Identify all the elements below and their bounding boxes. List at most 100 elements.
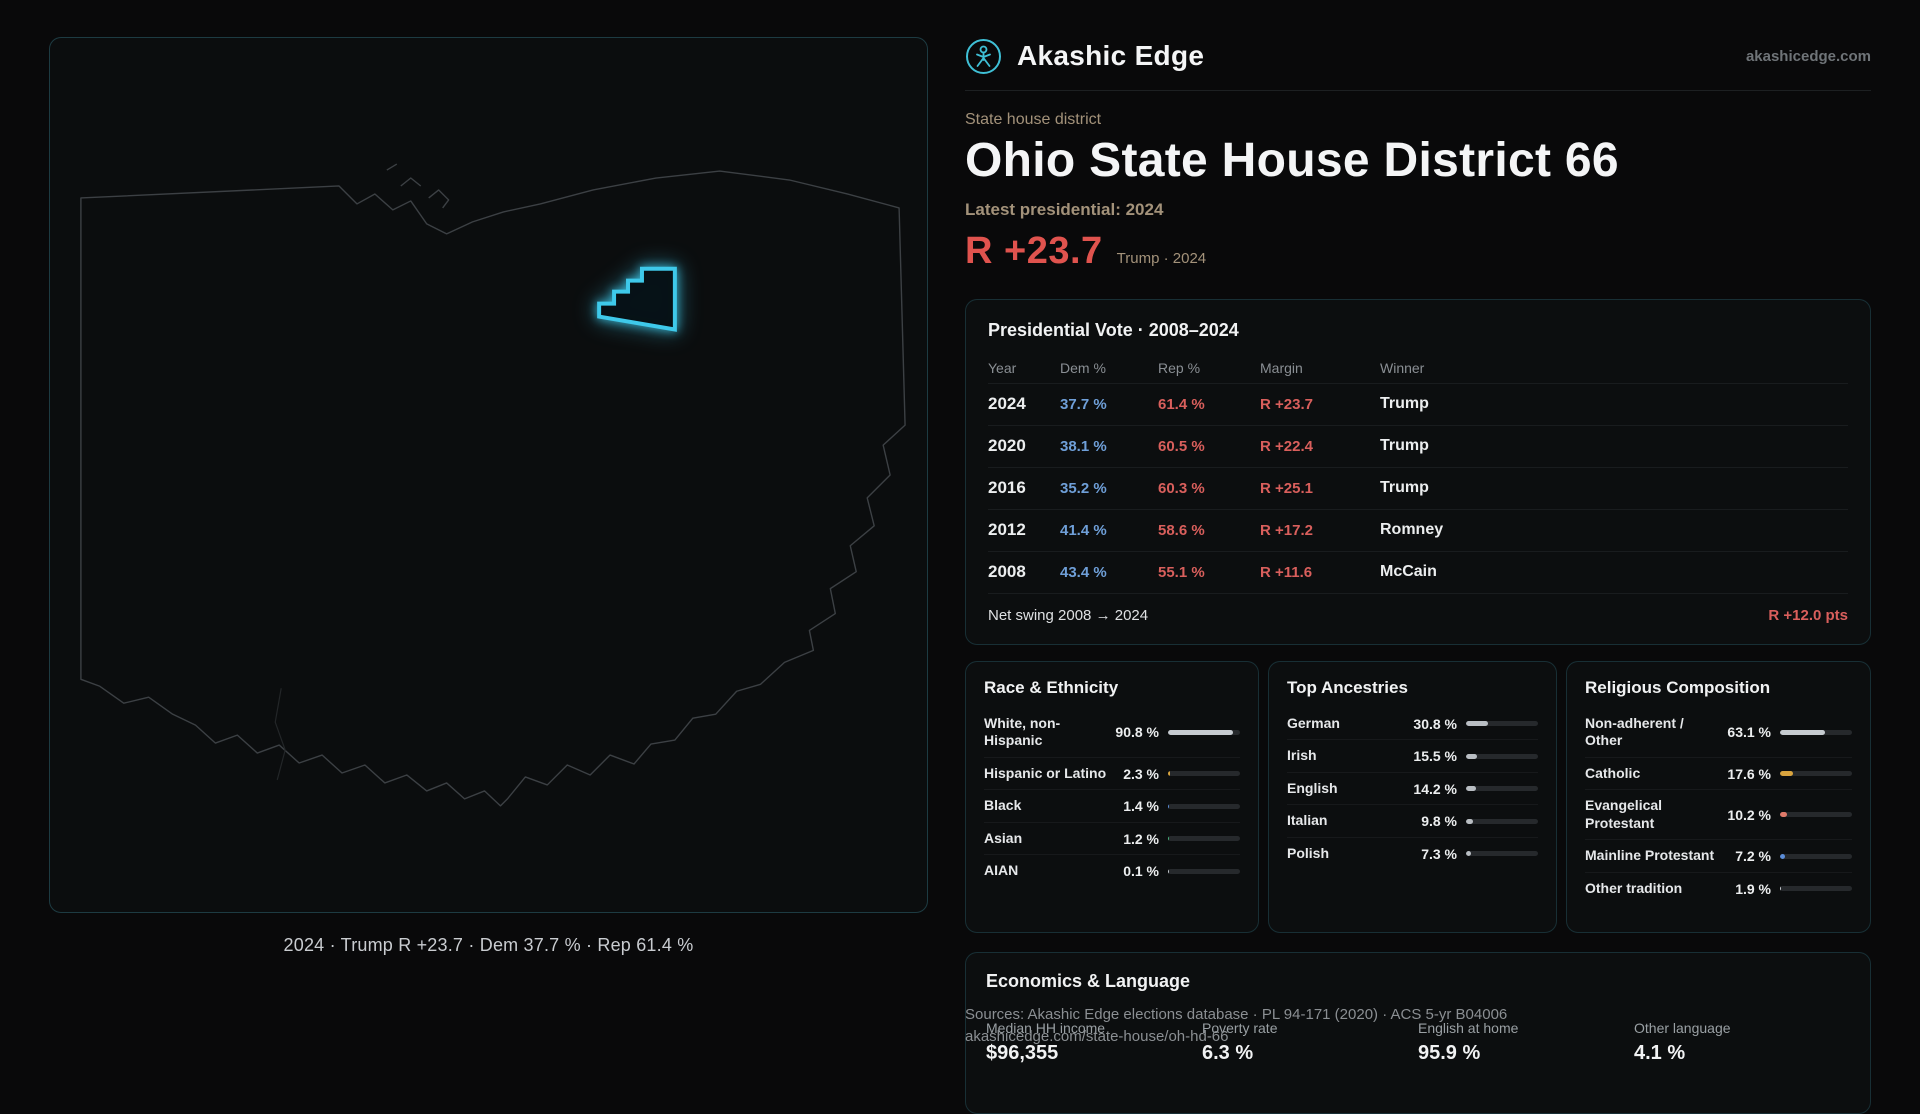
list-item: English 14.2 % xyxy=(1287,773,1538,806)
list-item: Black 1.4 % xyxy=(984,790,1240,823)
stat-label: Irish xyxy=(1287,747,1317,764)
table-row: 2024 37.7 % 61.4 % R +23.7 Trump xyxy=(988,382,1848,425)
district-type-label: State house district xyxy=(965,111,1102,128)
col-rep: Rep % xyxy=(1158,359,1201,376)
sources-footer: Sources: Akashic Edge elections database… xyxy=(965,1004,1507,1048)
dem-pct-cell: 41.4 % xyxy=(1060,521,1107,539)
econ-stat: Poverty rate 6.3 % xyxy=(1202,1020,1418,1065)
district-66-shape[interactable] xyxy=(597,266,677,332)
race-list: White, non-Hispanic 90.8 % Hispanic or L… xyxy=(984,708,1240,887)
stat-value: 1.2 % xyxy=(1123,830,1159,847)
stat-value: 17.6 % xyxy=(1727,765,1771,782)
dem-pct-cell: 43.4 % xyxy=(1060,563,1107,581)
list-item: German 30.8 % xyxy=(1287,708,1538,741)
year-cell: 2008 xyxy=(988,562,1026,582)
stat-label: Italian xyxy=(1287,812,1328,829)
stat-value: 0.1 % xyxy=(1123,863,1159,880)
rep-pct-cell: 60.5 % xyxy=(1158,437,1205,455)
winner-cell: McCain xyxy=(1380,563,1437,581)
margin-cell: R +22.4 xyxy=(1260,437,1313,455)
permalink[interactable]: akashicedge.com/state-house/oh-hd-66 xyxy=(965,1028,1229,1045)
col-dem: Dem % xyxy=(1060,359,1106,376)
headline-margin-note: Trump · 2024 xyxy=(1116,249,1207,267)
list-item: Evangelical Protestant 10.2 % xyxy=(1585,790,1852,841)
top-ancestries-card: Top Ancestries German 30.8 % Irish 15.5 … xyxy=(1268,660,1557,933)
brand-domain-link[interactable]: akashicedge.com xyxy=(1745,47,1871,65)
stat-bar-track xyxy=(1466,753,1538,759)
table-row: 2016 35.2 % 60.3 % R +25.1 Trump xyxy=(988,466,1848,509)
year-cell: 2016 xyxy=(988,478,1026,498)
net-swing-value: R +12.0 pts xyxy=(1768,606,1848,624)
stat-value: 14.2 % xyxy=(1413,780,1457,797)
stat-bar-track xyxy=(1168,729,1240,735)
religion-list: Non-adherent / Other 63.1 % Catholic 17.… xyxy=(1585,708,1852,905)
stat-label: Hispanic or Latino xyxy=(984,764,1107,781)
stat-bar-fill xyxy=(1466,818,1474,824)
stat-bar-fill xyxy=(1780,853,1786,859)
winner-cell: Romney xyxy=(1380,521,1444,539)
ancestries-card-title: Top Ancestries xyxy=(1287,677,1408,697)
list-item: Irish 15.5 % xyxy=(1287,740,1538,773)
stat-value: 2.3 % xyxy=(1123,765,1159,782)
list-item: Asian 1.2 % xyxy=(984,823,1240,856)
stat-label: Non-adherent / Other xyxy=(1585,714,1684,749)
demographics-row: Race & Ethnicity White, non-Hispanic 90.… xyxy=(965,660,1871,933)
map-caption: 2024 · Trump R +23.7 · Dem 37.7 % · Rep … xyxy=(283,935,694,955)
headline-margin-value: R +23.7 xyxy=(965,229,1103,272)
stat-value: 7.3 % xyxy=(1421,845,1457,862)
econ-stat-value: 6.3 % xyxy=(1202,1041,1254,1064)
district-map-panel xyxy=(49,37,928,913)
col-winner: Winner xyxy=(1380,359,1425,376)
dem-pct-cell: 37.7 % xyxy=(1060,395,1107,413)
stat-label: Evangelical Protestant xyxy=(1585,797,1663,831)
page-title: Ohio State House District 66 xyxy=(965,134,1619,187)
stat-bar-fill xyxy=(1780,729,1826,735)
list-item: Hispanic or Latino 2.3 % xyxy=(984,758,1240,791)
list-item: Polish 7.3 % xyxy=(1287,838,1538,870)
net-swing-label: Net swing 2008 → 2024 xyxy=(988,606,1149,624)
econ-stat: English at home 95.9 % xyxy=(1418,1020,1634,1065)
rep-pct-cell: 60.3 % xyxy=(1158,479,1205,497)
margin-cell: R +11.6 xyxy=(1260,563,1313,581)
year-cell: 2020 xyxy=(988,436,1026,456)
headline-margin-row: R +23.7 Trump · 2024 xyxy=(965,230,1871,273)
stat-bar-fill xyxy=(1466,721,1489,727)
stat-bar-fill xyxy=(1466,786,1477,792)
col-margin: Margin xyxy=(1260,359,1303,376)
econ-stat: Other language 4.1 % xyxy=(1634,1020,1850,1065)
table-row: 2020 38.1 % 60.5 % R +22.4 Trump xyxy=(988,424,1848,467)
stat-bar-fill xyxy=(1168,836,1169,842)
rep-pct-cell: 58.6 % xyxy=(1158,521,1205,539)
stat-bar-track xyxy=(1168,803,1240,809)
stat-bar-track xyxy=(1780,886,1852,892)
stat-bar-track xyxy=(1780,853,1852,859)
econ-stat: Median HH income $96,355 xyxy=(986,1020,1202,1065)
table-row: 2008 43.4 % 55.1 % R +11.6 McCain xyxy=(988,550,1848,593)
stat-bar-track xyxy=(1780,771,1852,777)
stat-bar-track xyxy=(1466,786,1538,792)
brand-name: Akashic Edge xyxy=(1017,40,1205,71)
river-line xyxy=(274,688,286,781)
stat-bar-track xyxy=(1466,851,1538,857)
stat-value: 7.2 % xyxy=(1735,848,1771,865)
rep-pct-cell: 55.1 % xyxy=(1158,563,1205,581)
stat-value: 30.8 % xyxy=(1413,715,1457,732)
year-cell: 2024 xyxy=(988,394,1026,414)
header-divider xyxy=(965,90,1871,91)
stat-label: Catholic xyxy=(1585,764,1641,781)
stat-label: Polish xyxy=(1287,844,1330,861)
col-year: Year xyxy=(988,359,1017,376)
stat-bar-fill xyxy=(1466,851,1472,857)
list-item: Italian 9.8 % xyxy=(1287,805,1538,838)
stat-bar-track xyxy=(1780,729,1852,735)
winner-cell: Trump xyxy=(1380,395,1429,413)
stat-bar-fill xyxy=(1780,771,1793,777)
religion-card-title: Religious Composition xyxy=(1585,677,1771,697)
dem-pct-cell: 38.1 % xyxy=(1060,437,1107,455)
econ-stat-label: English at home xyxy=(1418,1019,1519,1036)
stat-value: 1.4 % xyxy=(1123,798,1159,815)
list-item: Catholic 17.6 % xyxy=(1585,758,1852,791)
stat-bar-track xyxy=(1780,812,1852,818)
margin-cell: R +17.2 xyxy=(1260,521,1313,539)
winner-cell: Trump xyxy=(1380,437,1429,455)
